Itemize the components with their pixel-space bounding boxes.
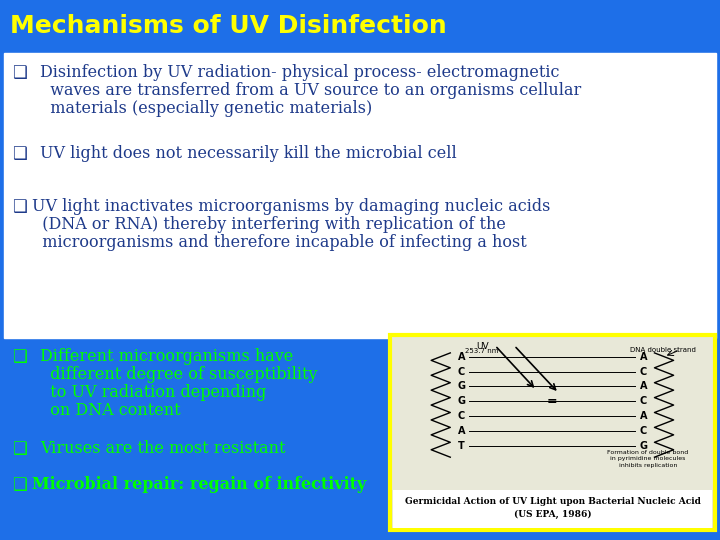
Text: Microbial repair: regain of infectivity: Microbial repair: regain of infectivity xyxy=(32,476,366,493)
Text: UV light inactivates microorganisms by damaging nucleic acids: UV light inactivates microorganisms by d… xyxy=(32,198,550,215)
Text: Disinfection by UV radiation- physical process- electromagnetic: Disinfection by UV radiation- physical p… xyxy=(40,64,559,81)
Text: waves are transferred from a UV source to an organisms cellular: waves are transferred from a UV source t… xyxy=(40,82,581,99)
Text: ❑: ❑ xyxy=(12,476,27,494)
Text: on DNA content: on DNA content xyxy=(40,402,181,419)
Text: DNA double strand: DNA double strand xyxy=(630,347,696,353)
Text: G: G xyxy=(639,441,647,451)
Text: microorganisms and therefore incapable of infecting a host: microorganisms and therefore incapable o… xyxy=(32,234,527,251)
Bar xyxy=(0,0,720,52)
Text: C: C xyxy=(639,426,647,436)
Bar xyxy=(390,335,715,530)
Text: =: = xyxy=(547,395,558,408)
Bar xyxy=(393,490,712,528)
Text: C: C xyxy=(639,396,647,406)
Text: different degree of susceptibility: different degree of susceptibility xyxy=(40,366,318,383)
Text: G: G xyxy=(457,381,465,391)
Text: ❑: ❑ xyxy=(12,440,27,458)
Text: C: C xyxy=(458,367,465,376)
Text: (DNA or RNA) thereby interfering with replication of the: (DNA or RNA) thereby interfering with re… xyxy=(32,216,506,233)
Text: T: T xyxy=(458,441,465,451)
Text: ❑: ❑ xyxy=(12,348,27,366)
Text: A: A xyxy=(639,381,647,391)
Text: A: A xyxy=(639,352,647,362)
Bar xyxy=(4,53,716,338)
Text: C: C xyxy=(639,367,647,376)
Text: ❑: ❑ xyxy=(12,145,27,163)
Text: 253.7 nm: 253.7 nm xyxy=(465,348,499,354)
Text: (US EPA, 1986): (US EPA, 1986) xyxy=(513,510,591,519)
Text: A: A xyxy=(458,426,465,436)
Text: A: A xyxy=(458,352,465,362)
Text: G: G xyxy=(457,396,465,406)
Text: Formation of double bond
in pyrimidine molecules
inhibits replication: Formation of double bond in pyrimidine m… xyxy=(608,450,689,468)
Text: materials (especially genetic materials): materials (especially genetic materials) xyxy=(40,100,372,117)
Text: Viruses are the most resistant: Viruses are the most resistant xyxy=(40,440,286,457)
Text: Germicidal Action of UV Light upon Bacterial Nucleic Acid: Germicidal Action of UV Light upon Bacte… xyxy=(405,497,701,506)
Text: Different microorganisms have: Different microorganisms have xyxy=(40,348,293,365)
Text: ❑: ❑ xyxy=(12,198,27,216)
Text: Mechanisms of UV Disinfection: Mechanisms of UV Disinfection xyxy=(10,14,446,38)
Text: UV light does not necessarily kill the microbial cell: UV light does not necessarily kill the m… xyxy=(40,145,456,162)
Text: A: A xyxy=(639,411,647,421)
Text: ❑: ❑ xyxy=(12,64,27,82)
Text: C: C xyxy=(458,411,465,421)
Text: to UV radiation depending: to UV radiation depending xyxy=(40,384,266,401)
Text: UV: UV xyxy=(476,342,488,352)
